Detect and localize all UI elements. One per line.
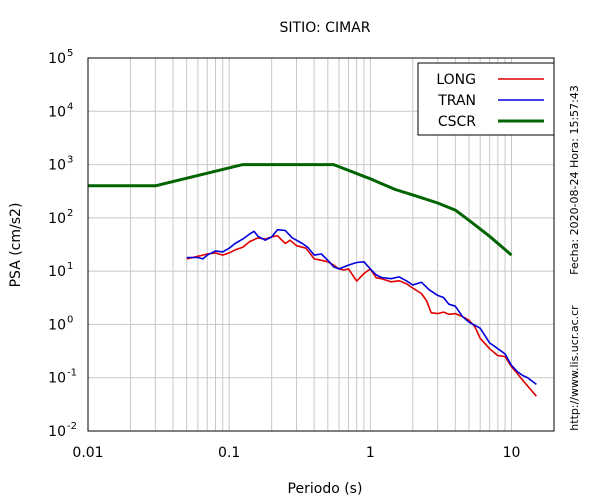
y-tick-exponent: 1 [67, 261, 73, 272]
y-tick-label: 10 [48, 158, 66, 174]
y-tick-exponent: 4 [67, 101, 73, 112]
y-tick-exponent: 5 [67, 48, 73, 59]
y-tick-label: 10 [48, 424, 66, 440]
x-tick-label: 0.01 [72, 445, 103, 461]
grid [87, 57, 555, 432]
legend-label-long: LONG [436, 72, 476, 88]
plot-frame [87, 57, 555, 432]
y-tick-label: 10 [48, 51, 66, 67]
x-tick-label: 10 [503, 445, 521, 461]
x-tick-label: 0.1 [218, 445, 240, 461]
legend-label-tran: TRAN [437, 93, 476, 109]
y-tick-label: 10 [48, 317, 66, 333]
date-annotation: Fecha: 2020-08-24 Hora: 15:57:43 [568, 85, 581, 275]
series-line-cscr [88, 163, 513, 257]
x-axis-label: Periodo (s) [288, 481, 363, 497]
series-line-long [186, 235, 538, 397]
y-tick-label: 10 [48, 104, 66, 120]
y-tick-exponent: 2 [67, 208, 73, 219]
y-tick-label: 10 [48, 371, 66, 387]
legend: LONG TRAN CSCR [417, 62, 555, 136]
x-tick-label: 1 [366, 445, 375, 461]
y-tick-label: 10 [48, 211, 66, 227]
chart-title: SITIO: CIMAR [280, 20, 371, 36]
y-tick-exponent: -1 [67, 368, 77, 379]
plot-series [88, 163, 538, 397]
y-tick-exponent: 0 [67, 314, 73, 325]
legend-box [417, 62, 555, 136]
y-tick-label: 10 [48, 264, 66, 280]
series-line-tran [186, 228, 537, 386]
y-tick-exponent: -2 [67, 421, 77, 432]
url-annotation: http://www.lis.ucr.ac.cr [568, 305, 581, 431]
y-tick-exponent: 3 [67, 155, 73, 166]
legend-label-cscr: CSCR [438, 114, 476, 130]
y-axis-label: PSA (cm/s2) [8, 203, 24, 288]
